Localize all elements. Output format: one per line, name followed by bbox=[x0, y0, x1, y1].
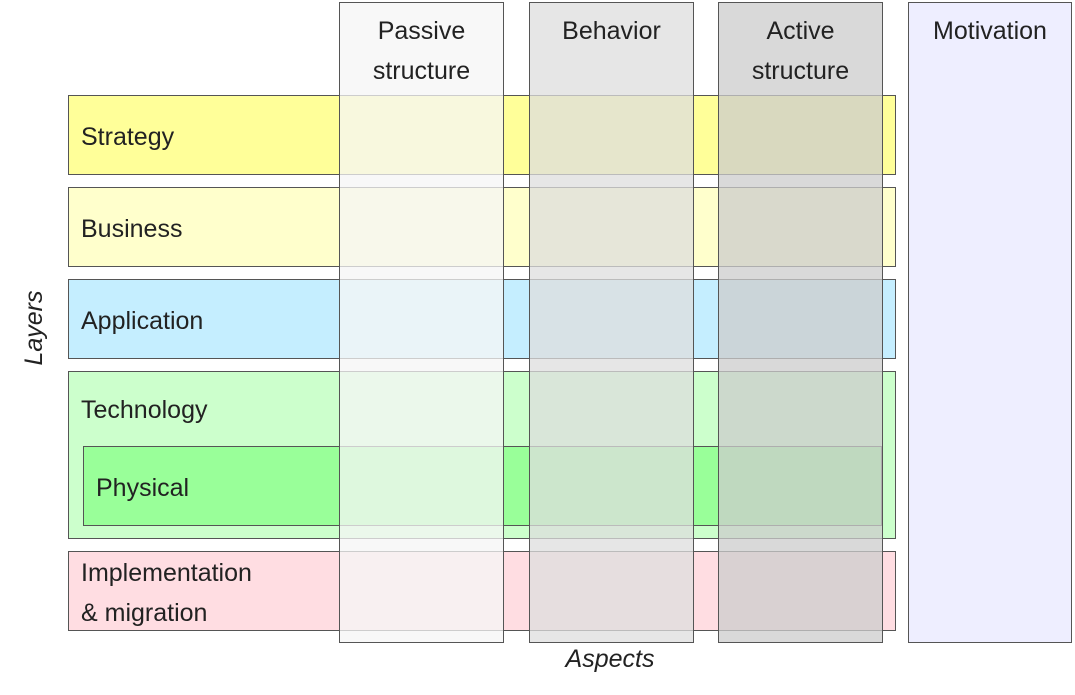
aspects-axis-label: Aspects bbox=[565, 645, 655, 673]
layer-implementation-migration-label: Implementation & migration bbox=[81, 559, 252, 627]
aspect-behavior: Behavior bbox=[529, 2, 694, 643]
aspect-motivation: Motivation bbox=[908, 2, 1072, 643]
aspect-passive-structure: Passive structure bbox=[339, 2, 504, 643]
layer-business-label: Business bbox=[81, 215, 183, 243]
aspect-passive-structure-label: Passive structure bbox=[372, 17, 471, 85]
layers-axis-label: Layers bbox=[20, 290, 48, 366]
layer-physical-label: Physical bbox=[96, 474, 190, 502]
aspect-active-structure: Active structure bbox=[718, 2, 883, 643]
layer-strategy-label: Strategy bbox=[81, 123, 175, 151]
aspect-motivation-label: Motivation bbox=[933, 17, 1047, 45]
layer-application-label: Application bbox=[81, 307, 204, 335]
aspect-active-structure-label: Active structure bbox=[751, 17, 850, 85]
layer-technology-label: Technology bbox=[81, 396, 208, 424]
aspect-behavior-label: Behavior bbox=[562, 17, 661, 45]
